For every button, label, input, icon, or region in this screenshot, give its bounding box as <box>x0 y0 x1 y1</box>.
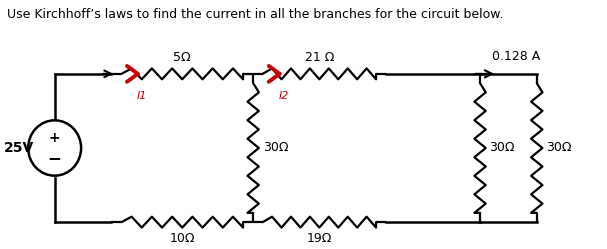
Text: 0.128 A: 0.128 A <box>492 50 540 62</box>
Text: 30Ω: 30Ω <box>489 141 515 154</box>
Text: 30Ω: 30Ω <box>263 141 288 154</box>
Text: I2: I2 <box>278 91 288 101</box>
Text: I1: I1 <box>137 91 147 101</box>
Text: +: + <box>49 131 61 145</box>
Text: 25V: 25V <box>4 141 34 155</box>
Text: 5Ω: 5Ω <box>174 51 191 64</box>
Text: 10Ω: 10Ω <box>169 232 195 245</box>
Text: −: − <box>48 149 61 167</box>
Text: 21 Ω: 21 Ω <box>305 51 334 64</box>
Text: 19Ω: 19Ω <box>307 232 332 245</box>
Text: 30Ω: 30Ω <box>546 141 572 154</box>
Text: Use Kirchhoff’s laws to find the current in all the branches for the circuit bel: Use Kirchhoff’s laws to find the current… <box>7 8 504 21</box>
